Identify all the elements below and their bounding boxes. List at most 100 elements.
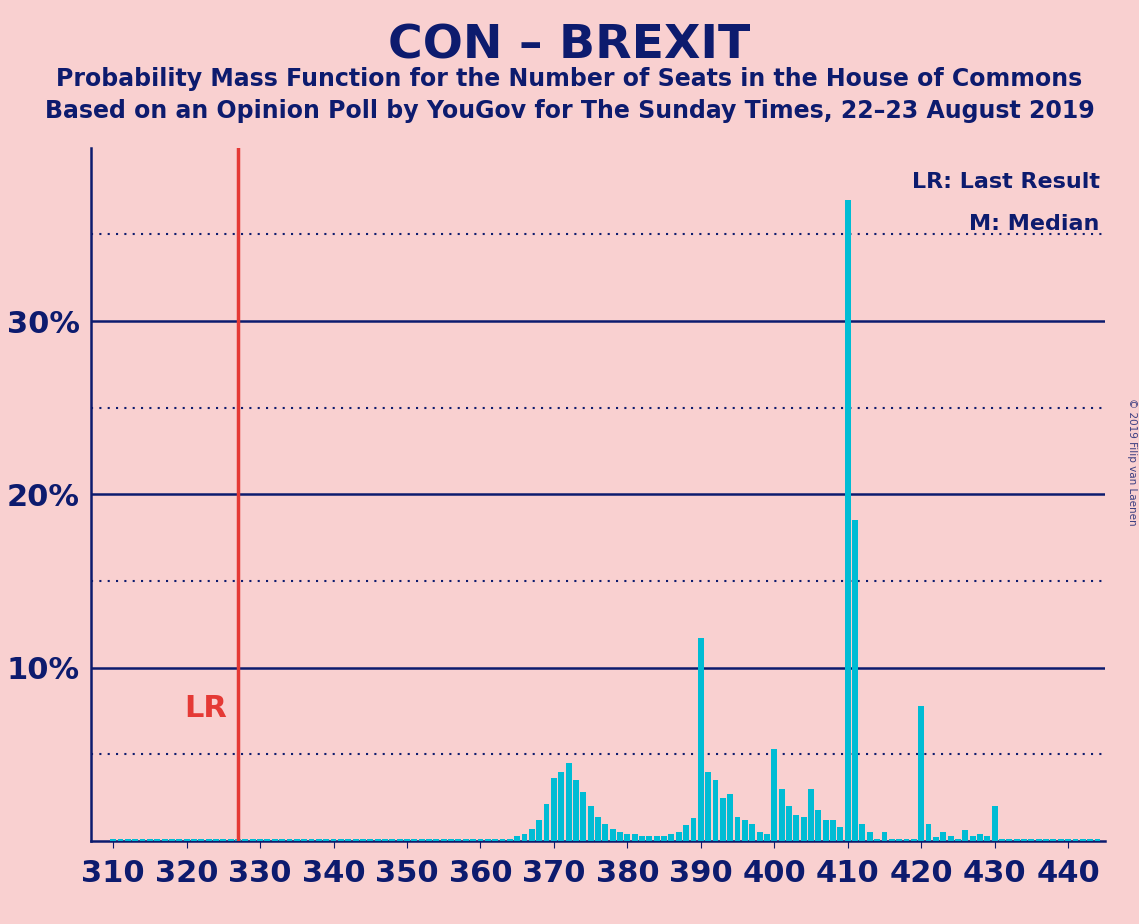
Bar: [690, 819, 696, 841]
Bar: [728, 794, 734, 841]
Bar: [845, 200, 851, 841]
Bar: [477, 839, 483, 841]
Bar: [206, 839, 212, 841]
Bar: [926, 823, 932, 841]
Bar: [536, 821, 542, 841]
Bar: [272, 839, 278, 841]
Bar: [279, 839, 285, 841]
Bar: [639, 835, 645, 841]
Bar: [632, 834, 638, 841]
Bar: [911, 839, 917, 841]
Bar: [183, 839, 189, 841]
Bar: [903, 839, 909, 841]
Bar: [735, 817, 740, 841]
Bar: [933, 837, 939, 841]
Bar: [434, 839, 440, 841]
Bar: [816, 809, 821, 841]
Bar: [294, 839, 300, 841]
Bar: [235, 839, 241, 841]
Bar: [249, 839, 255, 841]
Bar: [801, 817, 806, 841]
Bar: [962, 831, 968, 841]
Bar: [301, 839, 308, 841]
Bar: [1065, 839, 1071, 841]
Bar: [675, 833, 682, 841]
Bar: [603, 823, 608, 841]
Bar: [316, 839, 322, 841]
Bar: [830, 821, 836, 841]
Text: LR: LR: [185, 694, 227, 723]
Bar: [522, 834, 527, 841]
Bar: [779, 789, 785, 841]
Bar: [367, 839, 374, 841]
Bar: [426, 839, 432, 841]
Bar: [941, 833, 947, 841]
Bar: [147, 839, 153, 841]
Bar: [1043, 839, 1049, 841]
Bar: [1050, 839, 1056, 841]
Bar: [162, 839, 167, 841]
Bar: [720, 797, 726, 841]
Bar: [669, 834, 674, 841]
Text: © 2019 Filip van Laenen: © 2019 Filip van Laenen: [1126, 398, 1137, 526]
Bar: [345, 839, 351, 841]
Bar: [1021, 839, 1027, 841]
Bar: [213, 839, 219, 841]
Bar: [140, 839, 146, 841]
Bar: [456, 839, 461, 841]
Bar: [125, 839, 131, 841]
Bar: [154, 839, 161, 841]
Bar: [1088, 839, 1093, 841]
Bar: [867, 833, 872, 841]
Bar: [1007, 839, 1013, 841]
Bar: [462, 839, 468, 841]
Bar: [713, 780, 719, 841]
Text: Based on an Opinion Poll by YouGov for The Sunday Times, 22–23 August 2019: Based on an Opinion Poll by YouGov for T…: [44, 99, 1095, 123]
Bar: [492, 839, 498, 841]
Bar: [169, 839, 175, 841]
Bar: [882, 833, 887, 841]
Bar: [756, 833, 762, 841]
Bar: [647, 835, 653, 841]
Bar: [888, 839, 895, 841]
Bar: [764, 834, 770, 841]
Bar: [264, 839, 270, 841]
Bar: [396, 839, 402, 841]
Bar: [1035, 839, 1042, 841]
Bar: [353, 839, 359, 841]
Bar: [874, 839, 880, 841]
Bar: [507, 839, 513, 841]
Bar: [609, 829, 615, 841]
Bar: [110, 839, 116, 841]
Bar: [999, 839, 1005, 841]
Text: LR: Last Result: LR: Last Result: [911, 172, 1100, 192]
Bar: [558, 772, 564, 841]
Bar: [287, 839, 293, 841]
Bar: [822, 821, 829, 841]
Bar: [896, 839, 902, 841]
Bar: [992, 806, 998, 841]
Bar: [948, 835, 953, 841]
Bar: [543, 805, 549, 841]
Bar: [514, 835, 521, 841]
Text: Probability Mass Function for the Number of Seats in the House of Commons: Probability Mass Function for the Number…: [56, 67, 1083, 91]
Bar: [860, 823, 866, 841]
Bar: [243, 839, 248, 841]
Bar: [837, 827, 843, 841]
Bar: [1029, 839, 1034, 841]
Bar: [117, 839, 123, 841]
Bar: [551, 778, 557, 841]
Bar: [228, 839, 233, 841]
Bar: [257, 839, 263, 841]
Bar: [132, 839, 138, 841]
Bar: [595, 817, 601, 841]
Bar: [1080, 839, 1085, 841]
Bar: [360, 839, 366, 841]
Bar: [1058, 839, 1064, 841]
Bar: [683, 825, 689, 841]
Bar: [1014, 839, 1019, 841]
Bar: [177, 839, 182, 841]
Bar: [794, 815, 800, 841]
Bar: [470, 839, 476, 841]
Bar: [977, 834, 983, 841]
